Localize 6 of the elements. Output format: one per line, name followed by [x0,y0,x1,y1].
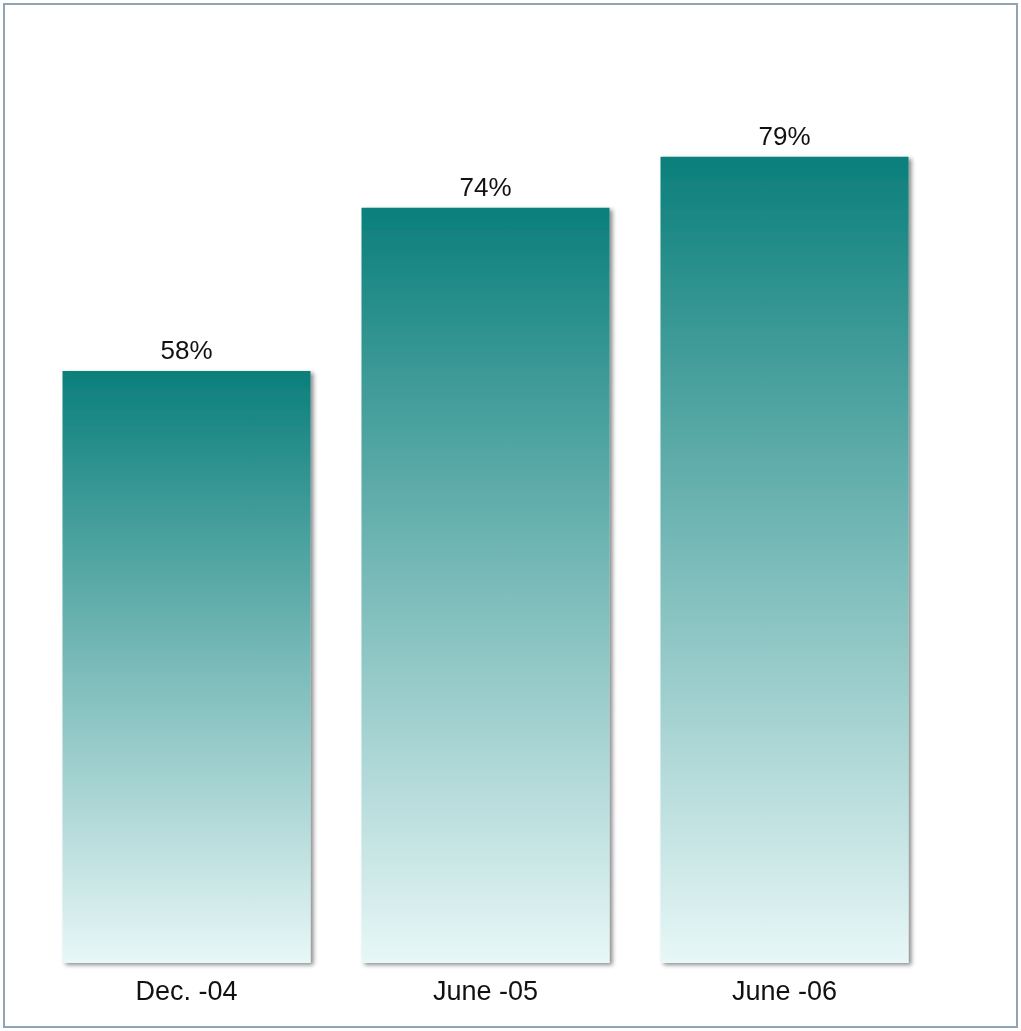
data-label: 79% [758,120,811,151]
x-tick-label: June -06 [731,975,838,1006]
x-tick-label: June -05 [432,975,539,1006]
data-label: 74% [459,171,512,202]
x-tick-label: Dec. -04 [135,975,238,1006]
data-label: 58% [160,335,213,366]
